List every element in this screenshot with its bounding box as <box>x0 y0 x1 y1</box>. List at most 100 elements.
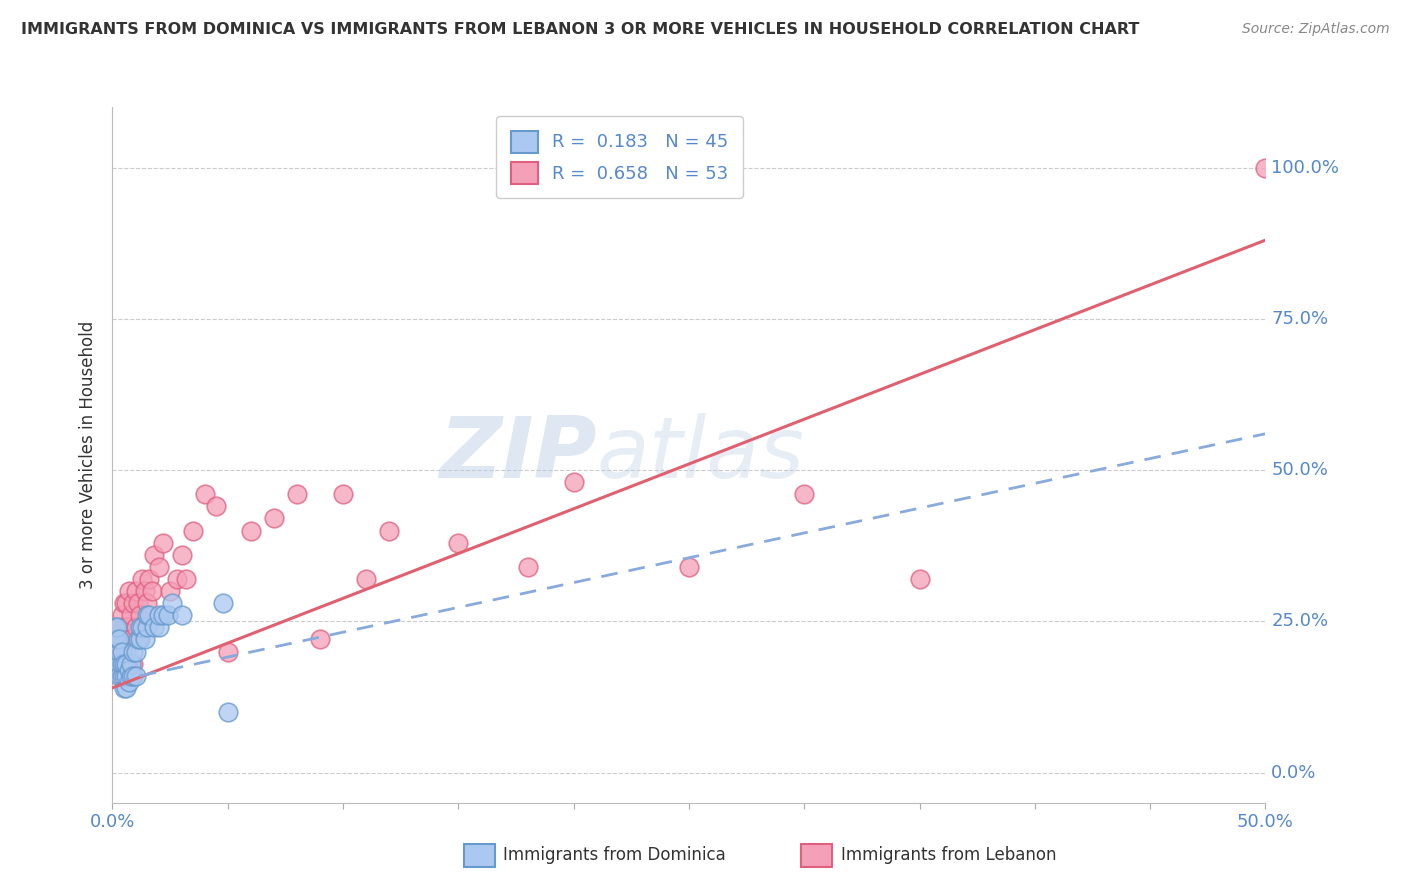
Point <box>105 644 128 658</box>
Point <box>111 608 134 623</box>
Point <box>115 657 138 671</box>
Point <box>122 596 145 610</box>
Point <box>170 548 193 562</box>
Point <box>152 608 174 623</box>
Point <box>136 596 159 610</box>
Point <box>138 572 160 586</box>
Text: 0.0%: 0.0% <box>1271 764 1316 781</box>
Point <box>134 584 156 599</box>
Point <box>117 674 139 689</box>
Point <box>148 608 170 623</box>
Legend: R =  0.183   N = 45, R =  0.658   N = 53: R = 0.183 N = 45, R = 0.658 N = 53 <box>496 116 744 198</box>
Point <box>105 632 128 647</box>
Text: Immigrants from Lebanon: Immigrants from Lebanon <box>841 847 1056 864</box>
Point <box>127 596 149 610</box>
Point <box>112 657 135 671</box>
Point <box>148 620 170 634</box>
Point <box>115 669 138 683</box>
Point <box>516 559 538 574</box>
Point <box>678 559 700 574</box>
Point <box>332 487 354 501</box>
Point <box>122 657 145 671</box>
Point <box>194 487 217 501</box>
Text: Immigrants from Dominica: Immigrants from Dominica <box>503 847 725 864</box>
Text: Source: ZipAtlas.com: Source: ZipAtlas.com <box>1241 22 1389 37</box>
Point <box>159 584 181 599</box>
Text: ZIP: ZIP <box>439 413 596 497</box>
Point <box>105 632 128 647</box>
Point <box>112 681 135 695</box>
Point <box>108 620 131 634</box>
Point <box>156 608 179 623</box>
Text: 25.0%: 25.0% <box>1271 612 1329 631</box>
Point <box>136 608 159 623</box>
Point <box>120 669 142 683</box>
Point <box>124 669 146 683</box>
Text: IMMIGRANTS FROM DOMINICA VS IMMIGRANTS FROM LEBANON 3 OR MORE VEHICLES IN HOUSEH: IMMIGRANTS FROM DOMINICA VS IMMIGRANTS F… <box>21 22 1139 37</box>
Point <box>112 669 135 683</box>
Point <box>124 644 146 658</box>
Point <box>129 632 152 647</box>
Point <box>129 608 152 623</box>
Point <box>124 584 146 599</box>
Text: atlas: atlas <box>596 413 804 497</box>
Point <box>111 657 134 671</box>
Point <box>108 632 131 647</box>
Point <box>174 572 197 586</box>
Point <box>170 608 193 623</box>
Point <box>138 608 160 623</box>
Point <box>562 475 585 490</box>
Point <box>115 644 138 658</box>
Point <box>127 632 149 647</box>
Point <box>111 644 134 658</box>
Point <box>152 535 174 549</box>
Point <box>131 620 153 634</box>
Point <box>108 657 131 671</box>
Point <box>378 524 401 538</box>
Point <box>285 487 308 501</box>
Point <box>104 632 127 647</box>
Point <box>108 644 131 658</box>
Point <box>108 669 131 683</box>
Point <box>141 584 163 599</box>
Point <box>129 620 152 634</box>
Point <box>181 524 204 538</box>
Point <box>117 663 139 677</box>
Point <box>115 681 138 695</box>
Point <box>112 632 135 647</box>
Point <box>263 511 285 525</box>
Point <box>212 596 235 610</box>
Point <box>143 548 166 562</box>
Point <box>217 644 239 658</box>
Point <box>166 572 188 586</box>
Point <box>111 669 134 683</box>
Point <box>115 620 138 634</box>
Point <box>104 657 127 671</box>
Point <box>120 632 142 647</box>
Point <box>131 572 153 586</box>
Text: 75.0%: 75.0% <box>1271 310 1329 327</box>
Point <box>105 657 128 671</box>
Point <box>117 620 139 634</box>
Point <box>134 632 156 647</box>
Point <box>104 620 127 634</box>
Point <box>136 620 159 634</box>
Point <box>354 572 377 586</box>
Point <box>122 669 145 683</box>
Text: 50.0%: 50.0% <box>1271 461 1329 479</box>
Point <box>122 644 145 658</box>
Point <box>104 657 127 671</box>
Point <box>1254 161 1277 175</box>
Point <box>120 608 142 623</box>
Point <box>105 620 128 634</box>
Point <box>309 632 332 647</box>
Point <box>117 584 139 599</box>
Point <box>111 644 134 658</box>
Point <box>793 487 815 501</box>
Point <box>447 535 470 549</box>
Point <box>108 657 131 671</box>
Point <box>112 620 135 634</box>
Point <box>143 620 166 634</box>
Point <box>124 620 146 634</box>
Point <box>105 644 128 658</box>
